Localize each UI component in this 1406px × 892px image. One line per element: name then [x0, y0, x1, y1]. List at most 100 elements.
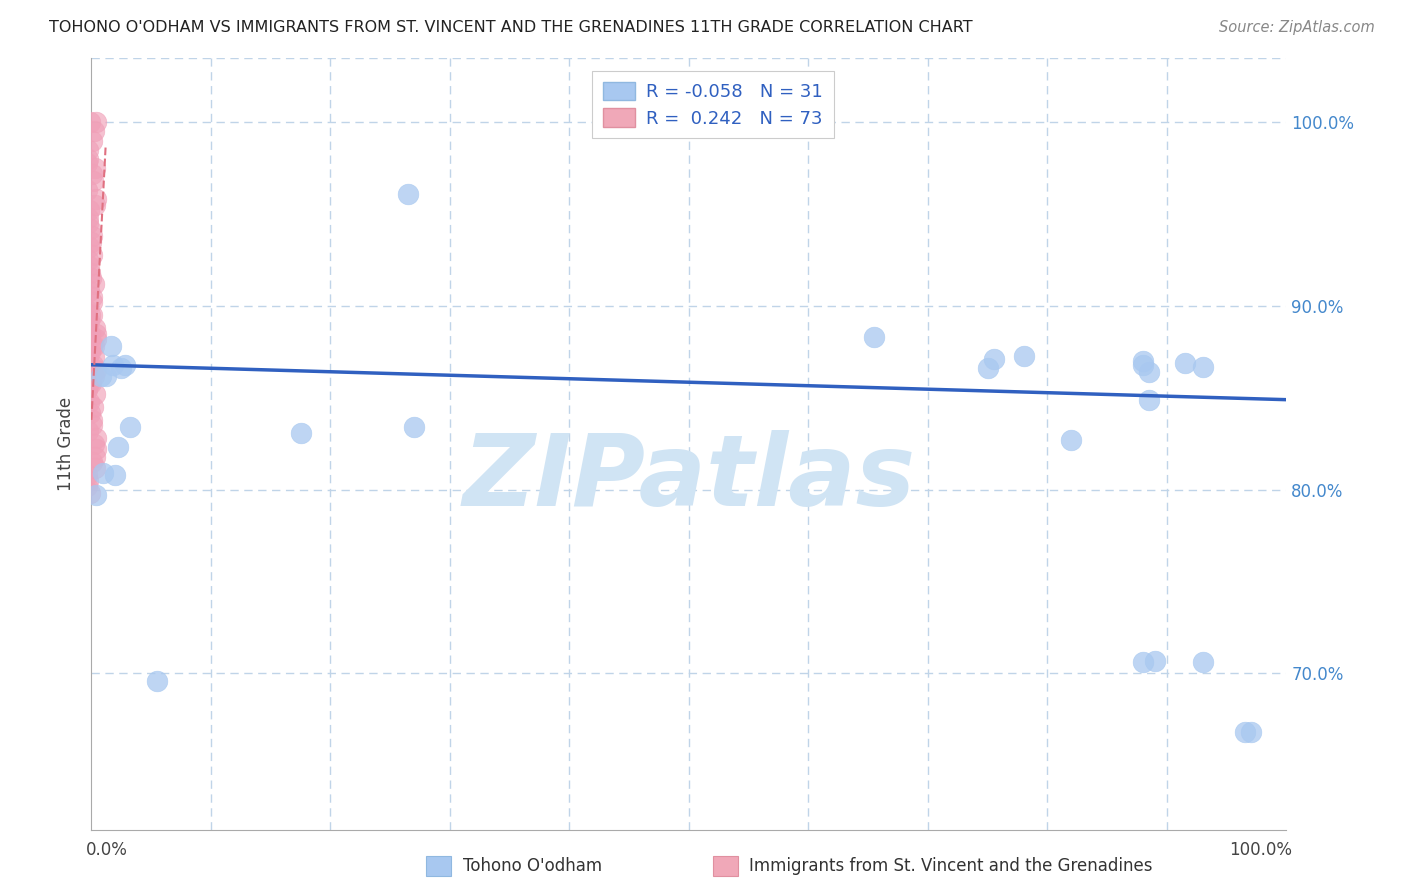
Text: Tohono O'odham: Tohono O'odham: [463, 857, 602, 875]
Point: [77, 314, 100, 328]
Point: [83, 198, 105, 212]
Point: [79, 326, 101, 341]
Point: [84, 363, 107, 377]
Point: [80, 413, 103, 427]
Point: [77, 152, 100, 166]
Point: [104, 468, 127, 483]
Point: [76, 155, 98, 169]
Point: [84, 442, 107, 457]
Point: [1012, 349, 1035, 363]
Point: [118, 420, 141, 434]
Point: [1132, 358, 1154, 372]
Point: [1144, 654, 1167, 668]
Point: [110, 361, 132, 376]
Point: [77, 253, 100, 268]
Point: [101, 358, 124, 372]
Y-axis label: 11th Grade: 11th Grade: [58, 397, 76, 491]
Point: [82, 358, 104, 372]
Point: [107, 441, 129, 455]
Point: [76, 321, 98, 335]
Point: [77, 203, 100, 218]
Point: [90, 368, 112, 383]
Point: [82, 134, 104, 148]
Point: [1137, 365, 1160, 379]
Point: [79, 486, 101, 500]
Point: [84, 460, 107, 475]
Point: [76, 358, 98, 372]
Point: [93, 466, 114, 480]
Point: [82, 400, 104, 414]
Point: [290, 425, 312, 440]
Point: [976, 361, 998, 376]
Text: ZIPatlas: ZIPatlas: [463, 430, 915, 527]
Point: [76, 368, 98, 383]
Point: [83, 436, 105, 450]
Text: Immigrants from St. Vincent and the Grenadines: Immigrants from St. Vincent and the Gren…: [749, 857, 1153, 875]
Point: [79, 308, 101, 322]
Point: [1174, 356, 1197, 370]
Text: Source: ZipAtlas.com: Source: ZipAtlas.com: [1219, 20, 1375, 35]
Point: [80, 376, 103, 391]
Point: [84, 450, 107, 464]
Point: [79, 405, 101, 419]
Legend: R = -0.058   N = 31, R =  0.242   N = 73: R = -0.058 N = 31, R = 0.242 N = 73: [592, 70, 834, 138]
Point: [146, 673, 169, 688]
Point: [80, 271, 103, 285]
Point: [83, 124, 105, 138]
Point: [1192, 656, 1215, 670]
Point: [94, 368, 117, 383]
Point: [77, 394, 100, 409]
Point: [79, 222, 101, 236]
Point: [863, 330, 886, 344]
Point: [80, 339, 103, 353]
Point: [1060, 433, 1083, 447]
Text: 0.0%: 0.0%: [86, 840, 128, 859]
Point: [76, 382, 98, 396]
Point: [100, 339, 122, 353]
Point: [84, 332, 107, 346]
Point: [79, 240, 101, 254]
Point: [1137, 392, 1160, 407]
Point: [84, 115, 107, 129]
Point: [82, 455, 104, 469]
Point: [79, 259, 101, 273]
Point: [82, 247, 104, 261]
Point: [76, 382, 98, 396]
Point: [404, 420, 426, 434]
Point: [77, 285, 100, 299]
Point: [79, 345, 101, 359]
Point: [77, 424, 100, 438]
Point: [76, 302, 98, 317]
Point: [83, 351, 105, 365]
Point: [1240, 725, 1263, 739]
Point: [80, 290, 103, 304]
Point: [80, 418, 103, 433]
Point: [77, 314, 100, 328]
Point: [1132, 656, 1154, 670]
Point: [82, 174, 104, 188]
Point: [84, 326, 107, 341]
Point: [79, 115, 101, 129]
Point: [76, 479, 98, 493]
Point: [83, 277, 105, 291]
Point: [82, 308, 104, 322]
Point: [76, 351, 98, 365]
Point: [79, 266, 101, 280]
Point: [1132, 354, 1154, 368]
Point: [83, 339, 105, 353]
Point: [77, 143, 100, 157]
Point: [84, 387, 107, 401]
Point: [77, 474, 100, 488]
Point: [80, 229, 103, 244]
Point: [114, 358, 136, 372]
Point: [77, 345, 100, 359]
Point: [76, 468, 98, 483]
Point: [84, 431, 107, 445]
Point: [77, 216, 100, 230]
Point: [82, 295, 104, 310]
Point: [396, 186, 419, 201]
Point: [983, 352, 1005, 367]
Point: [84, 488, 107, 502]
Point: [79, 332, 101, 346]
Point: [80, 363, 103, 377]
